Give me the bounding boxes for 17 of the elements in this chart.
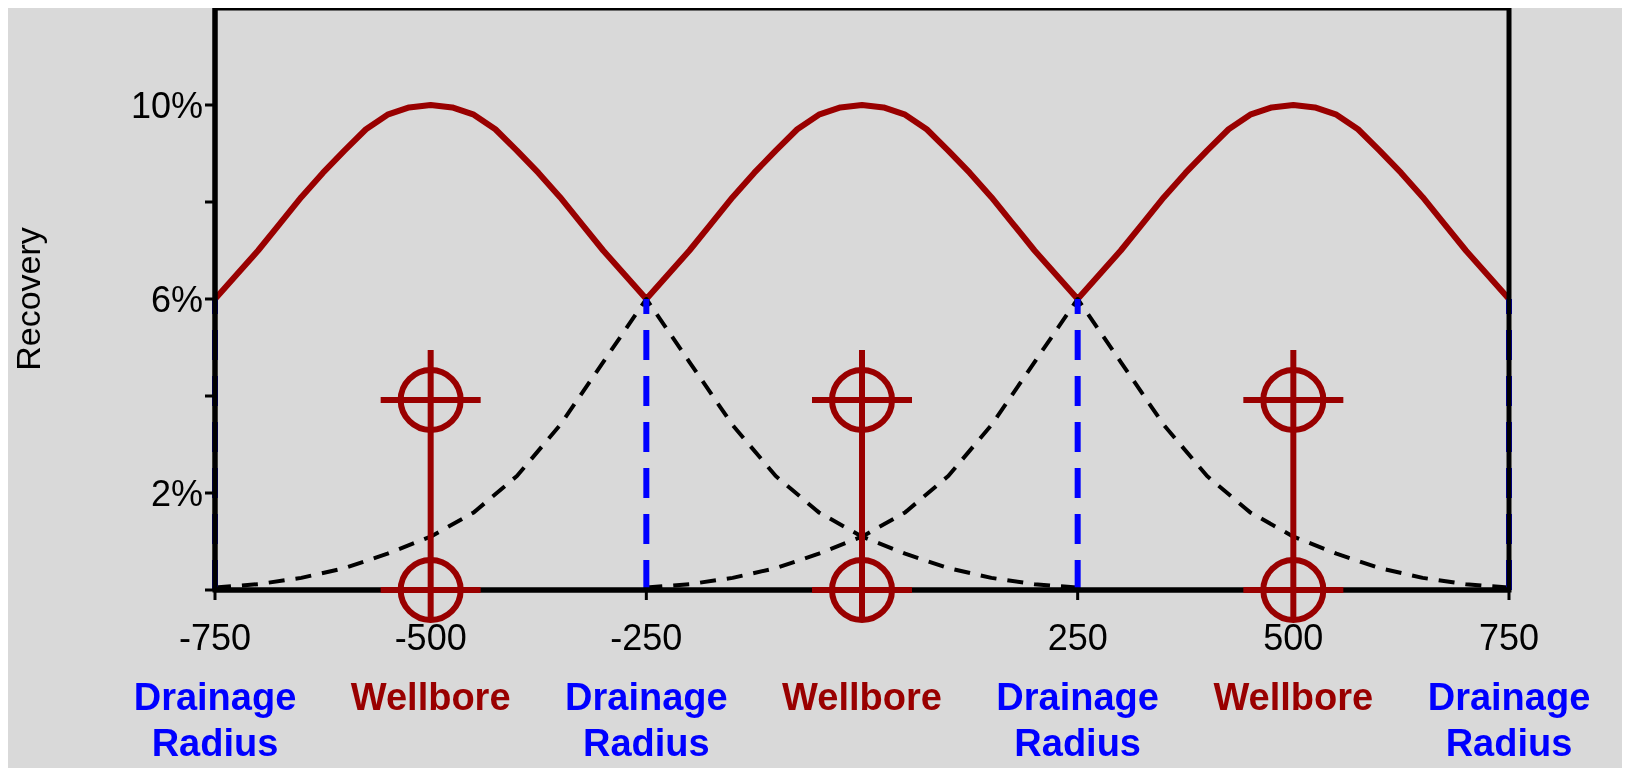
y-axis-title: Recovery bbox=[9, 227, 48, 371]
ref-line-label: Drainage Radius bbox=[1427, 676, 1591, 764]
x-tick-label: -500 bbox=[394, 616, 467, 658]
x-tick-label: 250 bbox=[1047, 616, 1108, 658]
ref-line-label: Drainage Radius bbox=[133, 676, 297, 764]
y-tick-label: 2% bbox=[150, 472, 203, 514]
text: Wellbore bbox=[782, 676, 942, 718]
x-tick-label: -250 bbox=[610, 616, 683, 658]
ref-line-label: Drainage Radius bbox=[565, 676, 728, 764]
y-tick-label: 10% bbox=[130, 84, 203, 126]
x-tick-label: 500 bbox=[1263, 616, 1324, 658]
y-tick-label: 6% bbox=[150, 278, 203, 320]
x-tick-label: -750 bbox=[178, 616, 252, 658]
text: Wellbore bbox=[350, 676, 511, 718]
x-tick-label: 750 bbox=[1478, 616, 1540, 658]
text: Wellbore bbox=[1213, 676, 1374, 718]
ref-line-label: Drainage Radius bbox=[996, 676, 1159, 764]
